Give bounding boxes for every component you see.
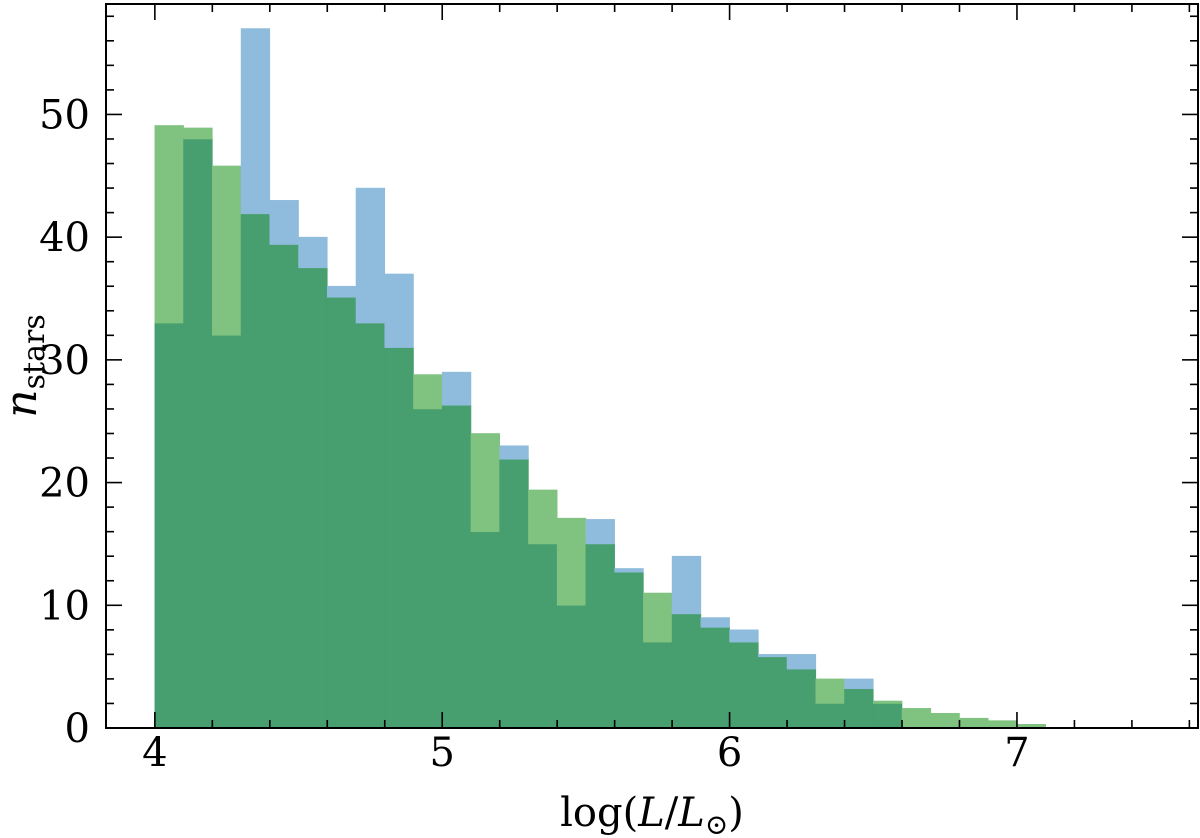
bar-overlap-2 bbox=[212, 335, 242, 729]
bar-overlap-4 bbox=[269, 244, 299, 729]
bar-series1-excess-16 bbox=[614, 568, 644, 573]
bar-series1-excess-24 bbox=[844, 678, 874, 690]
bar-overlap-12 bbox=[499, 458, 529, 729]
bar-series2-excess-2 bbox=[212, 165, 242, 336]
ticks-layer bbox=[106, 4, 1198, 729]
x-axis-label: log(L/L⊙) bbox=[560, 790, 744, 838]
bar-series2-excess-0 bbox=[154, 125, 184, 324]
bar-series1-excess-19 bbox=[700, 617, 730, 628]
x-tick-label: 6 bbox=[717, 730, 742, 776]
y-tick-label: 40 bbox=[39, 215, 90, 261]
bar-overlap-0 bbox=[154, 322, 184, 729]
plot-frame bbox=[105, 3, 1199, 729]
bar-series1-excess-15 bbox=[585, 519, 615, 545]
bar-series1-excess-7 bbox=[355, 187, 386, 324]
y-tick-label: 30 bbox=[39, 338, 90, 384]
bar-overlap-9 bbox=[413, 408, 443, 729]
bar-series2-excess-28 bbox=[959, 717, 989, 729]
bar-series2-excess-13 bbox=[528, 489, 558, 545]
bar-series1-excess-4 bbox=[269, 200, 299, 245]
bar-series2-excess-11 bbox=[470, 433, 500, 532]
bar-series2-excess-9 bbox=[413, 374, 443, 410]
bar-series2-excess-25 bbox=[872, 700, 903, 704]
bar-overlap-11 bbox=[470, 531, 500, 729]
x-tick-label: 5 bbox=[429, 730, 454, 776]
bar-overlap-17 bbox=[643, 641, 673, 729]
bar-series2-excess-26 bbox=[901, 708, 932, 729]
bars-layer bbox=[154, 28, 1046, 729]
bar-series1-excess-5 bbox=[298, 236, 328, 269]
bar-overlap-3 bbox=[240, 213, 271, 729]
bar-overlap-23 bbox=[815, 703, 845, 729]
x-tick-label: 4 bbox=[142, 730, 167, 776]
bar-overlap-20 bbox=[729, 641, 759, 729]
bar-series2-excess-1 bbox=[183, 127, 213, 140]
bar-overlap-21 bbox=[758, 656, 788, 729]
y-tick-label: 20 bbox=[39, 461, 90, 507]
x-tick-label: 7 bbox=[1004, 730, 1029, 776]
bar-series1-excess-21 bbox=[758, 654, 788, 658]
bar-overlap-25 bbox=[872, 703, 903, 729]
bar-series2-excess-27 bbox=[930, 712, 960, 729]
bar-overlap-15 bbox=[585, 543, 615, 729]
bar-overlap-10 bbox=[441, 404, 472, 729]
y-tick-label: 0 bbox=[65, 706, 90, 752]
bar-series2-excess-23 bbox=[815, 678, 845, 704]
bar-series1-excess-6 bbox=[326, 285, 357, 298]
bar-overlap-1 bbox=[183, 138, 213, 729]
bar-overlap-19 bbox=[700, 627, 730, 729]
bar-overlap-13 bbox=[528, 543, 558, 729]
bar-series1-excess-8 bbox=[384, 273, 414, 348]
bar-series1-excess-22 bbox=[786, 654, 817, 670]
bar-overlap-8 bbox=[384, 347, 414, 729]
bar-overlap-6 bbox=[326, 296, 357, 729]
bar-overlap-24 bbox=[844, 688, 874, 729]
tick-labels-layer: 4 5 6 7 0 10 20 30 40 50 bbox=[39, 92, 1030, 776]
bar-overlap-7 bbox=[355, 322, 386, 729]
bar-series2-excess-29 bbox=[987, 720, 1018, 729]
bar-series2-excess-17 bbox=[643, 592, 673, 643]
bar-series1-excess-18 bbox=[671, 555, 702, 615]
y-tick-label: 10 bbox=[39, 583, 90, 629]
y-axis-label: nstars bbox=[0, 314, 52, 417]
bar-series1-excess-20 bbox=[729, 629, 759, 643]
y-tick-label: 50 bbox=[39, 92, 90, 138]
bar-series2-excess-14 bbox=[556, 517, 587, 606]
bar-overlap-18 bbox=[671, 613, 702, 729]
bar-overlap-5 bbox=[298, 267, 328, 729]
bar-series1-excess-10 bbox=[441, 371, 472, 406]
bar-overlap-14 bbox=[556, 604, 587, 729]
bar-overlap-16 bbox=[614, 571, 644, 729]
bar-overlap-22 bbox=[786, 668, 817, 729]
bar-series1-excess-3 bbox=[240, 28, 271, 215]
bar-series1-excess-12 bbox=[499, 445, 529, 460]
